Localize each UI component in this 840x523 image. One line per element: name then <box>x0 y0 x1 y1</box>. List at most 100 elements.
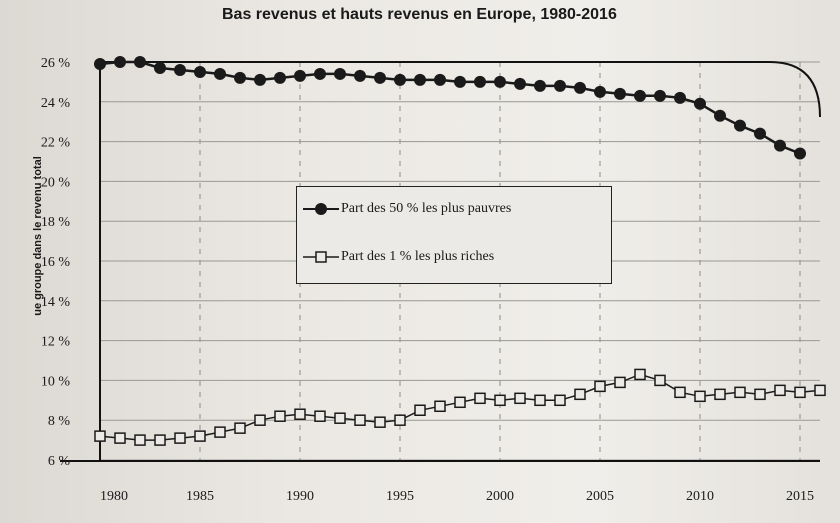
data-point <box>474 392 486 405</box>
y-tick-label: 24 % <box>41 96 71 111</box>
y-tick-label: 18 % <box>41 215 71 230</box>
x-tick-label: 1995 <box>386 489 414 504</box>
y-tick-label: 26 % <box>41 56 71 71</box>
data-point <box>734 119 746 132</box>
series-layer <box>94 56 826 446</box>
data-point <box>334 67 346 80</box>
data-point <box>174 432 186 444</box>
data-point <box>394 414 406 426</box>
data-point <box>294 408 306 420</box>
data-point <box>254 73 266 86</box>
data-point <box>514 392 526 405</box>
data-point <box>274 410 286 422</box>
x-tick-labels: 1980 1985 1990 1995 2000 2005 2010 2015 <box>100 489 814 504</box>
data-point <box>674 91 686 104</box>
data-point <box>774 384 786 397</box>
data-point <box>634 368 646 381</box>
data-point <box>694 390 706 403</box>
data-point <box>794 147 806 160</box>
data-point <box>154 61 166 74</box>
data-point <box>734 386 746 399</box>
data-point <box>554 394 566 407</box>
data-point <box>474 75 486 88</box>
x-tick-label: 2015 <box>786 489 814 504</box>
data-point <box>754 127 766 140</box>
data-point <box>774 139 786 152</box>
data-point <box>94 430 106 442</box>
data-point <box>654 89 666 102</box>
data-point <box>214 67 226 80</box>
data-point <box>534 394 546 407</box>
x-tick-label: 1985 <box>186 489 214 504</box>
series-richest-1 <box>94 368 826 446</box>
data-point <box>394 73 406 86</box>
x-tick-label: 2010 <box>686 489 714 504</box>
data-point <box>374 71 386 84</box>
x-tick-label: 2005 <box>586 489 614 504</box>
data-point <box>194 430 206 442</box>
data-point <box>354 69 366 82</box>
data-point <box>694 97 706 110</box>
plot-frame <box>99 61 821 460</box>
data-point <box>414 73 426 86</box>
data-point <box>294 69 306 82</box>
data-point <box>234 422 246 434</box>
data-point <box>714 388 726 401</box>
open-square-marker-icon <box>303 251 339 263</box>
data-point <box>794 386 806 399</box>
y-tick-label: 8 % <box>48 414 71 429</box>
legend-item-richest-1: Part des 1 % les plus riches <box>303 249 494 265</box>
legend-label-poorest-50: Part des 50 % les plus pauvres <box>341 201 512 216</box>
data-point <box>634 89 646 102</box>
filled-circle-marker-icon <box>303 203 339 215</box>
data-point <box>374 416 386 428</box>
x-tick-label: 2000 <box>486 489 514 504</box>
legend-label-richest-1: Part des 1 % les plus riches <box>341 249 495 264</box>
data-point <box>594 380 606 393</box>
data-point <box>274 71 286 84</box>
data-point <box>354 414 366 426</box>
y-tick-label: 20 % <box>41 175 71 190</box>
y-tick-label: 22 % <box>41 136 71 151</box>
data-point <box>454 396 466 409</box>
data-point <box>114 432 126 444</box>
data-point <box>454 75 466 88</box>
y-tick-label: 6 % <box>48 454 71 469</box>
x-tick-label: 1990 <box>286 489 314 504</box>
y-tick-label: 12 % <box>41 335 71 350</box>
y-tick-label: 10 % <box>41 374 71 389</box>
series-poorest-50 <box>94 56 806 160</box>
data-point <box>514 77 526 90</box>
data-point <box>434 400 446 413</box>
chart-title: Bas revenus et hauts revenus en Europe, … <box>222 6 617 23</box>
series-line <box>99 60 801 155</box>
data-point <box>614 376 626 389</box>
x-tick-label: 1980 <box>100 489 128 504</box>
data-point <box>234 71 246 84</box>
data-point <box>674 386 686 399</box>
data-point <box>534 79 546 92</box>
data-point <box>314 410 326 422</box>
data-point <box>814 384 826 397</box>
data-point <box>134 56 146 68</box>
data-point <box>614 87 626 100</box>
data-point <box>594 85 606 98</box>
data-point <box>754 388 766 401</box>
data-point <box>494 394 506 407</box>
y-tick-labels: 6 % 8 % 10 % 12 % 14 % 16 % 18 % 20 % 22 % 24 % 26… <box>41 56 71 469</box>
data-point <box>574 388 586 401</box>
data-point <box>174 63 186 76</box>
data-point <box>434 73 446 86</box>
y-tick-label: 16 % <box>41 255 71 270</box>
data-point <box>654 374 666 387</box>
data-point <box>314 67 326 80</box>
data-point <box>94 57 106 70</box>
data-point <box>154 434 166 446</box>
data-point <box>114 56 126 68</box>
data-point <box>134 434 146 446</box>
data-point <box>494 75 506 88</box>
data-point <box>714 109 726 122</box>
data-point <box>554 79 566 92</box>
data-point <box>194 65 206 78</box>
data-point <box>574 81 586 94</box>
